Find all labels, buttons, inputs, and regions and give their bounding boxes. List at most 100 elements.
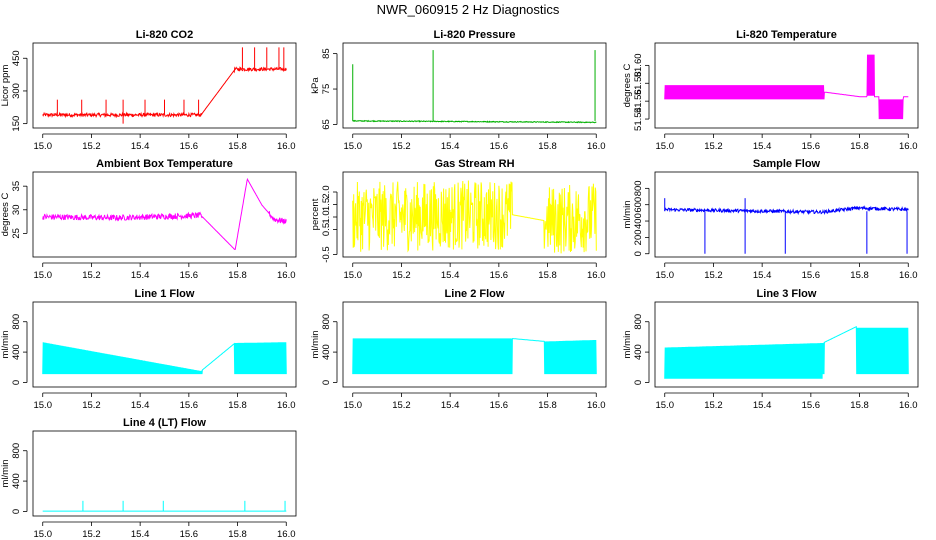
y-axis: 0 400 800 (321, 314, 338, 385)
x-axis: 15.0 15.2 15.4 15.6 15.8 16.0 (343, 262, 606, 281)
x-tick-label: 15.4 (131, 400, 150, 411)
panel-title: Gas Stream RH (434, 158, 514, 170)
x-axis: 15.0 15.2 15.4 15.6 15.8 16.0 (655, 133, 918, 152)
x-tick-label: 15.0 (33, 141, 52, 152)
x-tick-label: 15.6 (180, 141, 199, 152)
x-tick-label: 16.0 (277, 529, 296, 540)
x-tick-label: 15.4 (753, 141, 772, 152)
x-axis: 15.0 15.2 15.4 15.6 15.8 16.0 (655, 392, 918, 411)
panel-line-4-lt-flow: Line 4 (LT) Flow 15.0 15.2 15.4 15.6 15.8 16.0… (0, 417, 297, 540)
x-tick-label: 15.0 (343, 141, 362, 152)
y-axis: -0.5 0.51.01.52.0 (321, 185, 338, 263)
panel-gas-stream-rh: Gas Stream RH 15.0 15.2 15.4 15.6 15.8 16.0 -0.… (310, 158, 607, 281)
y-tick-label: 35 (11, 181, 22, 192)
x-axis: 15.0 15.2 15.4 15.6 15.8 16.0 (33, 133, 296, 152)
x-tick-label: 15.8 (538, 141, 557, 152)
y-tick-label: 0 (11, 509, 22, 514)
panel-title: Line 3 Flow (757, 288, 817, 300)
series-line (664, 54, 909, 120)
y-tick-label: 51.56 (633, 89, 644, 113)
y-axis-label: Licor ppm (0, 65, 11, 107)
x-tick-label: 15.8 (228, 270, 247, 281)
x-tick-label: 15.2 (704, 400, 723, 411)
x-tick-label: 15.2 (392, 141, 411, 152)
y-tick-label: 400 (11, 473, 22, 489)
y-tick-label: 800 (321, 314, 332, 330)
data-series (664, 54, 909, 120)
series-line (42, 177, 287, 251)
y-tick-label: 0 (321, 380, 332, 385)
plot-frame (654, 42, 919, 129)
x-tick-label: 15.2 (392, 270, 411, 281)
x-tick-label: 15.8 (850, 270, 869, 281)
data-series (352, 50, 597, 124)
x-tick-label: 15.0 (655, 270, 674, 281)
series-line (664, 205, 909, 216)
y-tick-label: 51.58 (633, 71, 644, 95)
x-tick-label: 15.2 (392, 400, 411, 411)
x-tick-label: 15.4 (131, 141, 150, 152)
y-tick-label: 2.0 (321, 185, 332, 198)
plot-frame (654, 171, 919, 258)
x-tick-label: 15.6 (490, 270, 509, 281)
x-axis: 15.0 15.2 15.4 15.6 15.8 16.0 (33, 392, 296, 411)
data-series (664, 198, 909, 254)
panel-line-3-flow: Line 3 Flow 15.0 15.2 15.4 15.6 15.8 16.0 0 400 8… (622, 288, 919, 411)
y-tick-label: 85 (321, 48, 332, 59)
series-line (352, 119, 597, 124)
y-tick-label: 400 (633, 213, 644, 229)
x-tick-label: 15.6 (180, 529, 199, 540)
y-tick-label: 400 (633, 344, 644, 360)
plot-frame (342, 42, 607, 129)
x-axis: 15.0 15.2 15.4 15.6 15.8 16.0 (343, 133, 606, 152)
x-tick-label: 15.8 (228, 400, 247, 411)
x-tick-label: 16.0 (277, 270, 296, 281)
panel-line-2-flow: Line 2 Flow 15.0 15.2 15.4 15.6 15.8 16.0 0 400 8… (310, 288, 607, 411)
y-tick-label: 1.5 (321, 198, 332, 211)
x-tick-label: 15.8 (228, 141, 247, 152)
y-tick-label: 51.54 (633, 107, 644, 131)
y-tick-label: 400 (321, 344, 332, 360)
series-line (42, 342, 287, 375)
plot-frame (32, 301, 297, 388)
x-tick-label: 15.0 (33, 529, 52, 540)
x-tick-label: 15.0 (343, 270, 362, 281)
x-tick-label: 15.0 (33, 400, 52, 411)
x-tick-label: 15.4 (753, 270, 772, 281)
y-tick-label: -0.5 (321, 246, 332, 262)
y-axis-label: percent (310, 198, 321, 230)
x-tick-label: 15.4 (441, 400, 460, 411)
x-tick-label: 15.6 (490, 141, 509, 152)
y-axis-label: ml/min (0, 460, 11, 488)
y-tick-label: 450 (11, 50, 22, 66)
panel-title: Li-820 CO2 (136, 29, 193, 41)
x-tick-label: 16.0 (899, 270, 918, 281)
y-tick-label: 30 (11, 204, 22, 215)
panel-title: Ambient Box Temperature (96, 158, 233, 170)
x-tick-label: 15.8 (228, 529, 247, 540)
panel-sample-flow: Sample Flow 15.0 15.2 15.4 15.6 15.8 16.0 0 2004… (622, 158, 919, 281)
panel-li-820-pressure: Li-820 Pressure 15.0 15.2 15.4 15.6 15.8 16.0 6… (310, 29, 607, 152)
panel-line-1-flow: Line 1 Flow 15.0 15.2 15.4 15.6 15.8 16.0 0 400 8… (0, 288, 297, 411)
data-series (42, 342, 287, 375)
y-tick-label: 800 (633, 314, 644, 330)
plot-frame (654, 301, 919, 388)
x-tick-label: 15.6 (802, 400, 821, 411)
x-tick-label: 15.2 (82, 529, 101, 540)
x-tick-label: 15.6 (802, 141, 821, 152)
y-axis: 150 300 450 (11, 50, 28, 132)
x-tick-label: 15.4 (441, 141, 460, 152)
x-tick-label: 16.0 (587, 270, 606, 281)
plot-frame (32, 42, 297, 129)
y-axis-label: degrees C (0, 192, 11, 236)
panel-title: Li-820 Pressure (434, 29, 516, 41)
x-tick-label: 15.0 (33, 270, 52, 281)
panel-li-820-temperature: Li-820 Temperature 15.0 15.2 15.4 15.6 15.8 16… (622, 29, 919, 152)
y-tick-label: 0 (633, 380, 644, 385)
x-tick-label: 15.6 (180, 270, 199, 281)
x-tick-label: 15.0 (343, 400, 362, 411)
y-axis: 0 400 800 (633, 314, 650, 385)
